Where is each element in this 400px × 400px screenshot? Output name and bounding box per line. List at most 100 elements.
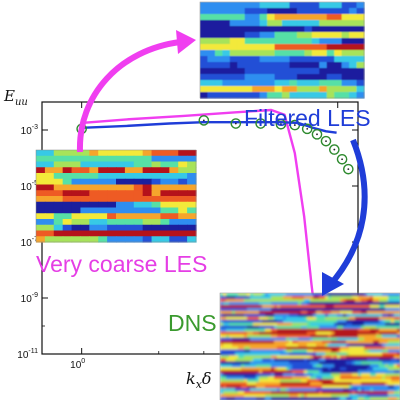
field-cell	[232, 316, 236, 321]
field-cell	[298, 346, 302, 351]
field-cell	[337, 349, 341, 354]
field-cell	[316, 367, 320, 371]
field-cell	[352, 379, 356, 383]
field-cell	[280, 325, 284, 330]
field-cell	[340, 325, 344, 330]
field-cell	[133, 196, 144, 203]
field-cell	[325, 310, 329, 315]
field-cell	[307, 379, 311, 383]
field-cell	[214, 20, 223, 27]
field-cell	[220, 385, 224, 389]
field-cell	[220, 293, 224, 297]
field-cell	[222, 74, 231, 81]
field-cell	[237, 32, 246, 39]
field-cell	[187, 150, 197, 157]
field-cell	[280, 352, 284, 357]
field-cell	[226, 358, 230, 362]
field-cell	[89, 184, 99, 191]
field-cell	[304, 367, 308, 371]
field-cell	[265, 293, 269, 297]
field-cell	[220, 301, 224, 306]
field-cell	[382, 361, 386, 365]
field-cell	[280, 337, 284, 342]
field-cell	[256, 328, 260, 333]
field-cell	[252, 74, 261, 81]
filtered-les-label: Filtered LES	[244, 105, 371, 131]
field-cell	[253, 295, 257, 300]
field-cell	[280, 328, 284, 333]
field-cell	[355, 301, 359, 306]
field-cell	[391, 352, 395, 357]
field-cell	[232, 337, 236, 342]
field-cell	[268, 373, 272, 377]
field-cell	[229, 394, 233, 398]
field-cell	[356, 80, 365, 87]
field-cell	[313, 385, 317, 389]
field-cell	[349, 74, 358, 81]
field-cell	[283, 358, 287, 362]
field-cell	[376, 346, 380, 351]
field-cell	[282, 56, 291, 63]
field-cell	[334, 8, 343, 15]
field-cell	[250, 397, 254, 400]
field-cell	[367, 385, 371, 389]
field-cell	[361, 340, 365, 345]
field-cell	[151, 207, 162, 214]
field-cell	[325, 293, 329, 297]
field-cell	[124, 178, 135, 186]
field-cell	[280, 307, 284, 312]
field-cell	[262, 355, 266, 359]
field-cell	[394, 376, 398, 380]
field-cell	[178, 190, 188, 197]
field-cell	[307, 394, 311, 398]
field-cell	[256, 313, 260, 318]
field-cell	[253, 298, 257, 303]
field-cell	[98, 201, 108, 209]
field-cell	[259, 328, 263, 333]
field-cell	[244, 32, 253, 39]
field-cell	[334, 352, 338, 357]
field-cell	[169, 219, 179, 226]
field-cell	[124, 230, 135, 237]
field-cell	[373, 397, 377, 400]
field-cell	[107, 173, 117, 180]
field-cell	[355, 397, 359, 400]
field-cell	[235, 361, 239, 365]
field-cell	[313, 301, 317, 306]
field-cell	[376, 364, 380, 368]
field-cell	[133, 213, 144, 220]
field-cell	[238, 322, 242, 327]
field-cell	[391, 307, 395, 312]
field-cell	[259, 391, 263, 395]
field-cell	[319, 14, 328, 21]
field-cell	[391, 331, 395, 336]
field-cell	[223, 376, 227, 380]
field-cell	[370, 307, 374, 312]
field-cell	[322, 358, 326, 362]
field-cell	[53, 161, 64, 168]
field-cell	[319, 50, 328, 57]
field-cell	[388, 334, 392, 339]
field-cell	[207, 92, 216, 99]
field-cell	[367, 334, 371, 339]
field-cell	[310, 346, 314, 351]
field-cell	[313, 397, 317, 400]
field-cell	[349, 50, 358, 57]
field-cell	[385, 376, 389, 380]
field-cell	[267, 62, 276, 69]
field-cell	[379, 316, 383, 321]
field-cell	[169, 213, 179, 220]
field-cell	[229, 385, 233, 389]
field-cell	[124, 213, 135, 220]
field-cell	[358, 298, 362, 303]
field-cell	[295, 352, 299, 357]
field-cell	[36, 173, 46, 180]
field-cell	[322, 298, 326, 303]
field-cell	[232, 340, 236, 345]
field-cell	[367, 373, 371, 377]
field-cell	[349, 346, 353, 351]
field-cell	[349, 2, 358, 9]
field-cell	[355, 304, 359, 309]
field-cell	[298, 376, 302, 380]
field-cell	[304, 394, 308, 398]
